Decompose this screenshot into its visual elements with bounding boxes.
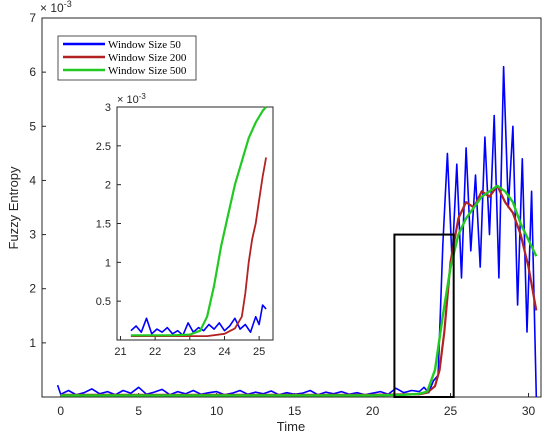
main-x-tick-label: 25	[444, 404, 458, 418]
inset-y-tick-label: 1	[105, 257, 111, 269]
inset-y-exponent-label: × 10-3	[117, 92, 146, 106]
inset-y-tick-label: 0.5	[96, 296, 111, 308]
inset-y-tick-label: 2.5	[96, 141, 111, 153]
inset-y-tick-label: 1.5	[96, 219, 111, 231]
main-x-tick-label: 20	[366, 404, 380, 418]
inset-axis-ticks: 21 22 23 24 25 0.5 1 1.5 2 2.5 3	[96, 102, 266, 358]
inset-series-line-window-size-500	[130, 106, 267, 337]
main-y-tick-label: 5	[29, 119, 36, 133]
inset-x-tick-label: 22	[149, 346, 161, 358]
x-axis-label: Time	[277, 419, 305, 434]
inset-x-tick-label: 21	[114, 346, 126, 358]
main-y-tick-label: 2	[29, 282, 36, 296]
legend: Window Size 50 Window Size 200 Window Si…	[57, 35, 197, 81]
main-x-tick-label: 15	[288, 404, 302, 418]
main-x-tick-label: 30	[522, 404, 536, 418]
inset-y-tick-label: 3	[105, 102, 111, 114]
inset-x-tick-label: 25	[253, 346, 265, 358]
y-axis-label: Fuzzy Entropy	[6, 166, 21, 250]
main-x-tick-label: 5	[135, 404, 142, 418]
y-exponent-label: × 10-3	[40, 0, 72, 15]
main-x-tick-label: 0	[57, 404, 64, 418]
inset-plot-frame	[116, 106, 274, 341]
main-y-tick-label: 4	[29, 173, 36, 187]
main-y-tick-label: 1	[29, 336, 36, 350]
inset-x-tick-label: 23	[184, 346, 196, 358]
inset-x-tick-label: 24	[218, 346, 230, 358]
legend-label-ws50: Window Size 50	[108, 39, 181, 51]
legend-label-ws500: Window Size 500	[108, 65, 187, 77]
inset-y-tick-label: 2	[105, 180, 111, 192]
main-y-tick-label: 7	[29, 11, 36, 25]
zoom-region-box	[393, 233, 455, 398]
main-y-tick-label: 6	[29, 65, 36, 79]
legend-label-ws200: Window Size 200	[108, 52, 187, 64]
main-x-tick-label: 10	[210, 404, 224, 418]
main-y-tick-label: 3	[29, 228, 36, 242]
inset-series-group	[130, 106, 267, 338]
